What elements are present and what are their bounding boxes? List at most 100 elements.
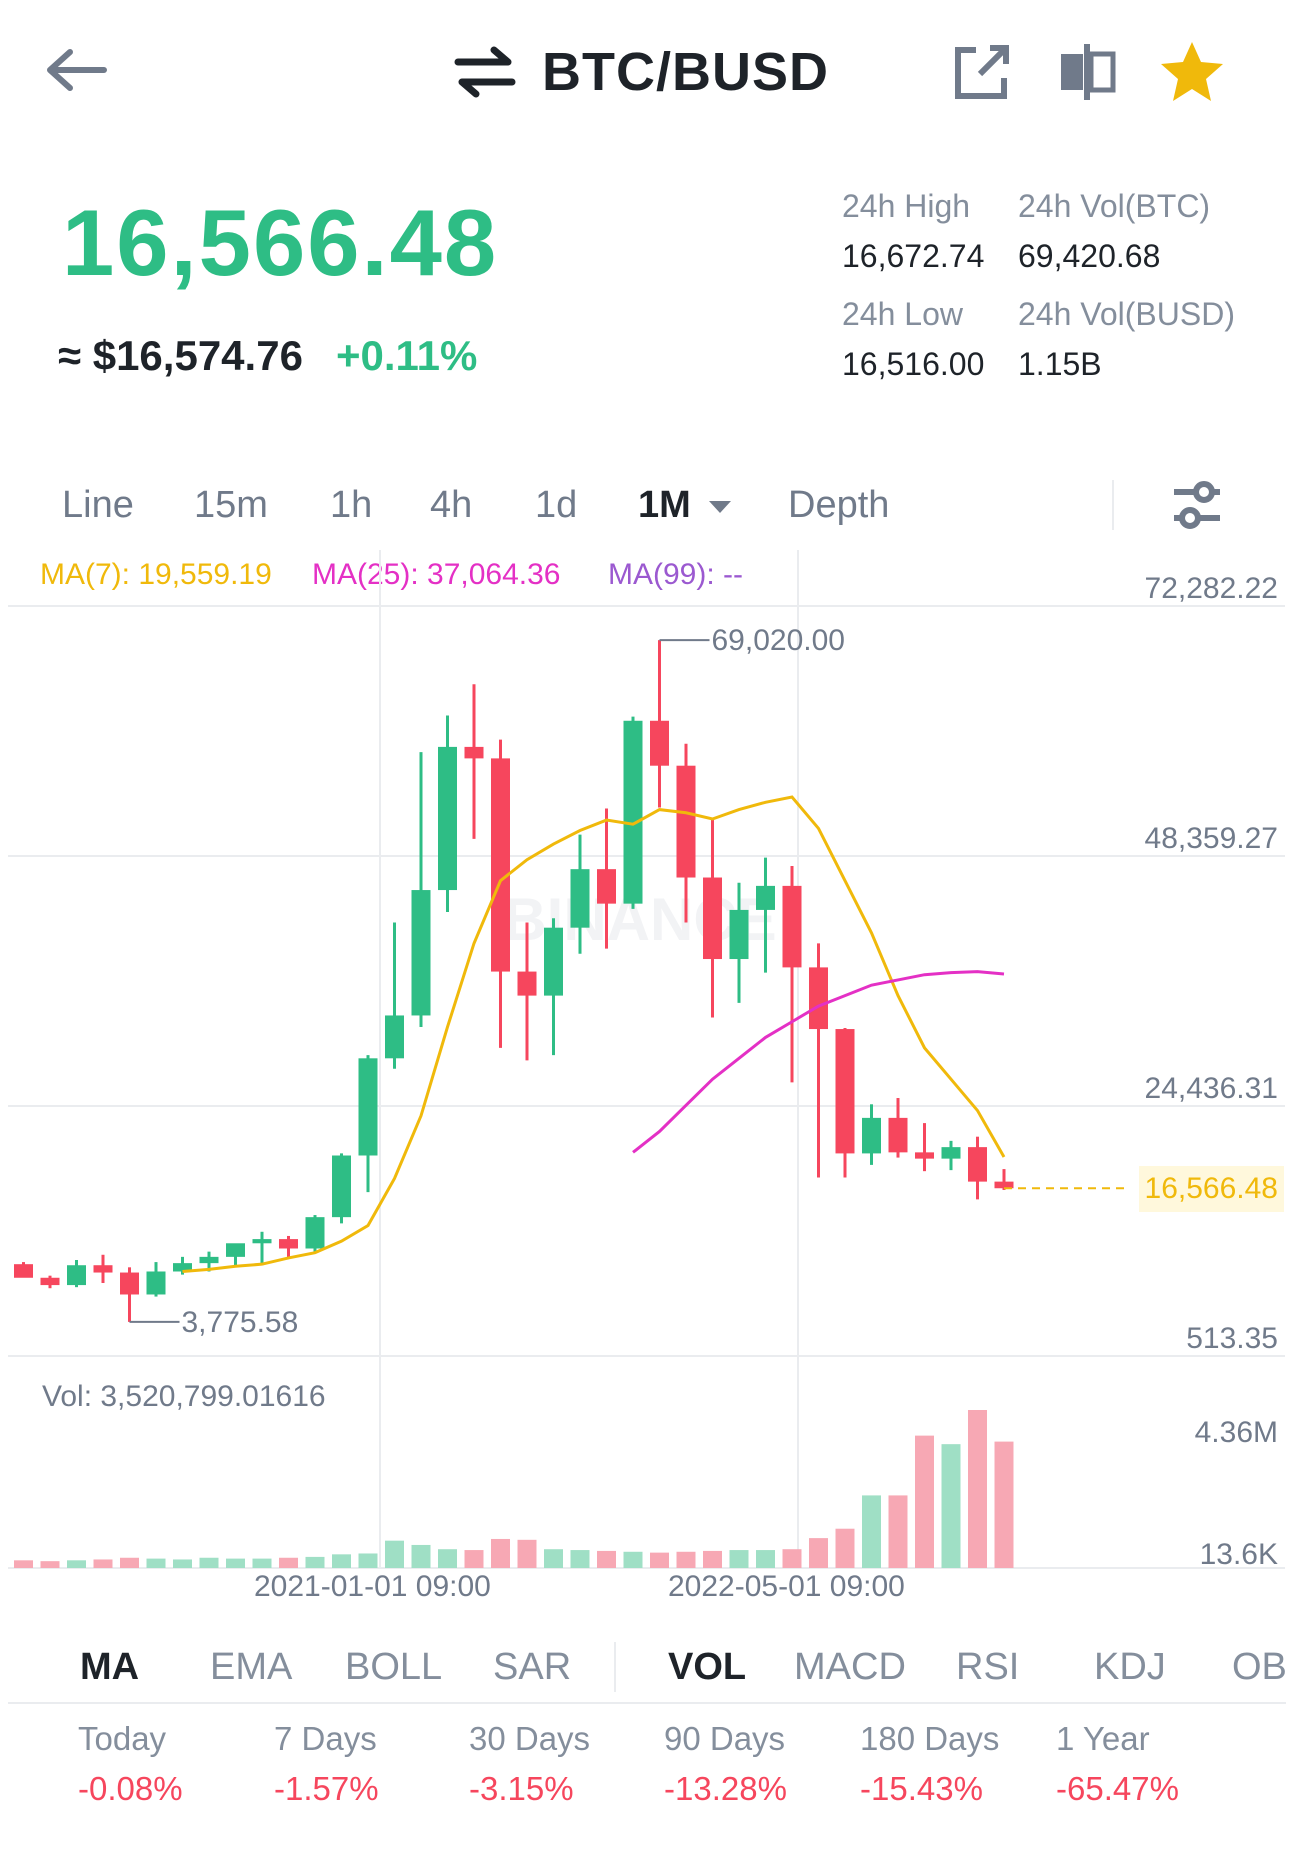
- volume-bar: [756, 1550, 775, 1568]
- volume-bar: [517, 1539, 537, 1568]
- volume-bar: [809, 1538, 828, 1568]
- volume-bar: [623, 1551, 643, 1568]
- usd-price: ≈ $16,574.76: [58, 332, 303, 379]
- high-label: 24h High: [842, 188, 971, 224]
- indicator-boll[interactable]: BOLL: [345, 1646, 443, 1688]
- perf-value: -1.57%: [274, 1770, 379, 1807]
- candle-body: [40, 1277, 60, 1286]
- volume-axis-label: 4.36M: [1194, 1416, 1278, 1449]
- tab-4h[interactable]: 4h: [430, 484, 473, 526]
- top-bar: BTC/BUSD: [0, 0, 1298, 150]
- pair-title: BTC/BUSD: [542, 42, 829, 102]
- volume-bar: [835, 1528, 855, 1568]
- candle-body: [915, 1152, 934, 1159]
- candlestick-chart[interactable]: BINANCE 69,020.003,775.58: [0, 550, 1298, 1600]
- ma25-line: [632, 970, 1005, 1154]
- candle-body: [146, 1271, 166, 1295]
- volume-bar: [491, 1538, 510, 1568]
- volume-bar: [570, 1550, 590, 1568]
- candle-body: [888, 1117, 908, 1153]
- indicator-macd[interactable]: MACD: [794, 1646, 906, 1688]
- indicator-ob[interactable]: OB: [1232, 1646, 1287, 1688]
- interval-tabs: Line 15m 1h 4h 1d 1M Depth: [0, 470, 1298, 540]
- perf-label: 7 Days: [274, 1720, 377, 1757]
- ma7-line: [182, 795, 1006, 1273]
- volume-bar: [994, 1441, 1014, 1568]
- candle-body: [67, 1265, 86, 1286]
- vol-btc-label: 24h Vol(BTC): [1018, 188, 1211, 224]
- candle-body: [199, 1256, 219, 1264]
- indicator-ma[interactable]: MA: [80, 1646, 140, 1688]
- pair-selector[interactable]: BTC/BUSD: [450, 36, 829, 108]
- volume-bar: [14, 1560, 33, 1568]
- volume-bar: [941, 1444, 961, 1568]
- vol-busd-value: 1.15B: [1018, 346, 1102, 382]
- volume-bar: [305, 1556, 325, 1568]
- candle-body: [597, 869, 616, 904]
- candle-body: [570, 869, 590, 928]
- volume-bar: [438, 1549, 457, 1568]
- perf-90d: 90 Days -13.28%: [664, 1720, 787, 1808]
- current-price-tag: 16,566.48: [1138, 1166, 1284, 1212]
- volume-bar: [40, 1561, 60, 1568]
- ma7-legend: MA(7): 19,559.19: [40, 558, 272, 591]
- candle-body: [835, 1029, 855, 1154]
- candle-body: [226, 1243, 245, 1257]
- performance-row: Today -0.08% 7 Days -1.57% 30 Days -3.15…: [0, 1720, 1298, 1850]
- low-label: 24h Low: [842, 296, 963, 332]
- high-value: 16,672.74: [842, 238, 985, 274]
- swap-icon[interactable]: [450, 42, 520, 102]
- volume-bar: [67, 1560, 86, 1568]
- candle-body: [411, 890, 431, 1016]
- volume-bar: [544, 1549, 563, 1568]
- back-arrow-icon[interactable]: [40, 40, 112, 100]
- perf-value: -13.28%: [664, 1770, 787, 1807]
- perf-value: -15.43%: [860, 1770, 983, 1807]
- perf-today: Today -0.08%: [78, 1720, 183, 1808]
- volume-bar: [676, 1551, 696, 1568]
- candle-body: [93, 1265, 113, 1273]
- volume-bar: [968, 1410, 987, 1568]
- price-axis-label: 48,359.27: [1144, 822, 1278, 855]
- candle-body: [279, 1239, 298, 1249]
- tab-depth[interactable]: Depth: [788, 484, 890, 526]
- perf-label: 180 Days: [860, 1720, 1000, 1757]
- volume-bar: [120, 1557, 139, 1568]
- volume-bar: [385, 1540, 404, 1568]
- perf-value: -65.47%: [1056, 1770, 1179, 1807]
- price-axis-label: 24,436.31: [1144, 1072, 1278, 1105]
- tab-1h[interactable]: 1h: [330, 484, 373, 526]
- indicator-vol[interactable]: VOL: [668, 1646, 747, 1688]
- chart-settings-icon[interactable]: [1170, 480, 1224, 530]
- volume-bar: [703, 1550, 722, 1568]
- split-view-icon[interactable]: [1055, 40, 1119, 104]
- indicator-kdj[interactable]: KDJ: [1094, 1646, 1166, 1688]
- tab-15m[interactable]: 15m: [194, 484, 268, 526]
- indicator-tabs: MA EMA BOLL SAR VOL MACD RSI KDJ OB: [0, 1622, 1298, 1712]
- tab-1m[interactable]: 1M: [638, 470, 733, 540]
- volume-bar: [279, 1557, 298, 1568]
- perf-30d: 30 Days -3.15%: [469, 1720, 590, 1808]
- candle-body: [358, 1058, 378, 1156]
- volume-bar: [332, 1554, 351, 1568]
- candle-body: [623, 720, 643, 904]
- ma25-legend: MA(25): 37,064.36: [312, 558, 561, 591]
- vol-busd-label: 24h Vol(BUSD): [1018, 296, 1235, 332]
- tab-line[interactable]: Line: [62, 484, 134, 526]
- indicator-ema[interactable]: EMA: [210, 1646, 293, 1688]
- star-icon[interactable]: [1158, 38, 1226, 106]
- indicator-divider: [614, 1642, 616, 1692]
- indicator-rsi[interactable]: RSI: [956, 1646, 1020, 1688]
- volume-bar: [146, 1558, 166, 1568]
- perf-label: Today: [78, 1720, 167, 1757]
- indicator-sar[interactable]: SAR: [493, 1646, 572, 1688]
- volume-bar: [93, 1559, 113, 1568]
- candle-body: [862, 1117, 881, 1154]
- volume-bar: [915, 1435, 934, 1568]
- tab-1d[interactable]: 1d: [535, 484, 578, 526]
- external-link-icon[interactable]: [950, 40, 1014, 104]
- caret-down-icon: [709, 500, 732, 513]
- tab-divider: [1112, 480, 1114, 530]
- volume-bar: [411, 1544, 431, 1568]
- volume-bar: [888, 1495, 908, 1568]
